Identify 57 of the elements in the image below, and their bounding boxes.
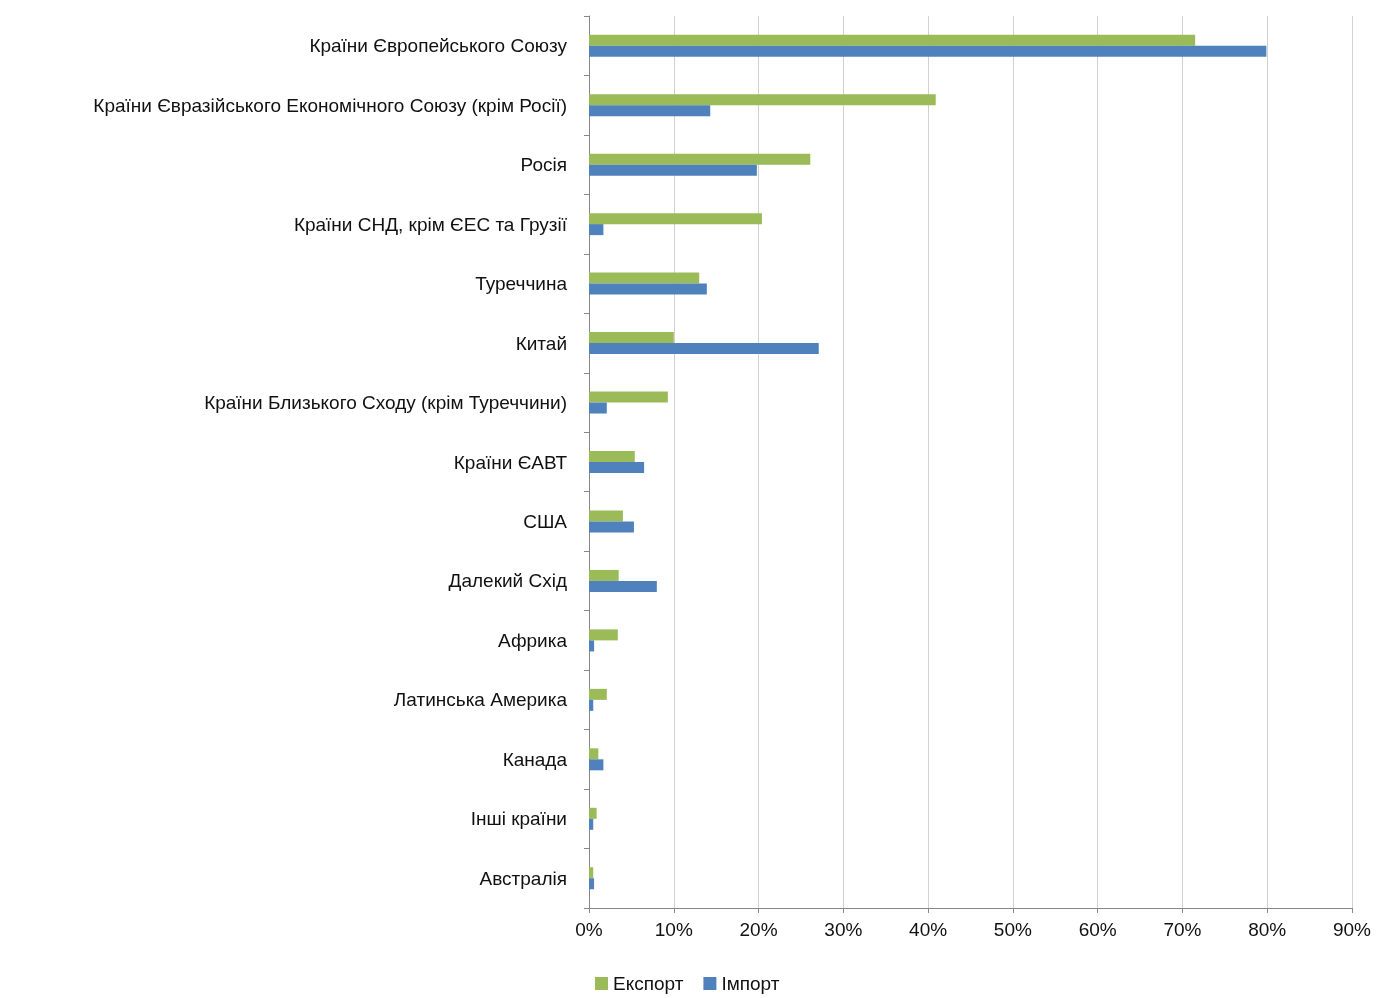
y-tick-label: Далекий Схід (448, 570, 567, 592)
y-tick-label: Латинська Америка (393, 689, 568, 711)
x-tick-label: 70% (1163, 919, 1202, 940)
x-tick-label: 30% (824, 919, 863, 940)
bar (589, 629, 618, 641)
bar (589, 451, 635, 462)
y-tick-label: Африка (498, 629, 568, 651)
x-tick-label: 60% (1078, 919, 1117, 940)
y-tick-label: Канада (502, 748, 568, 770)
bar (589, 224, 604, 236)
bar (589, 402, 607, 414)
bar (589, 878, 595, 890)
y-tick-label: Країни Європейського Союзу (309, 35, 568, 57)
bar (589, 343, 819, 355)
bar (589, 272, 700, 284)
x-tick-label: 50% (993, 919, 1033, 940)
legend-label: Експорт (613, 973, 684, 994)
bar (589, 580, 657, 592)
bar (589, 699, 594, 711)
bar (589, 34, 1196, 46)
x-tick-label: 20% (739, 919, 778, 940)
bar (589, 818, 594, 830)
bar (589, 94, 936, 106)
bar (589, 213, 762, 225)
y-tick-label: Китай (515, 332, 567, 354)
legend-label: Імпорт (721, 973, 780, 994)
bar (589, 867, 594, 879)
y-tick-label: Країни СНД, крім ЄЕС та Грузії (293, 213, 568, 235)
bar (589, 640, 595, 652)
x-tick-label: 0% (575, 919, 603, 940)
bar (589, 164, 757, 176)
bar (589, 153, 811, 165)
x-tick-label: 40% (909, 919, 948, 940)
y-tick-label: Австралія (479, 867, 567, 889)
y-tick-label: Країни ЄАВТ (453, 451, 568, 473)
bar (589, 807, 597, 819)
y-tick-label: Країни Євразійського Економічного Союзу (крім Росії) (93, 94, 567, 116)
bar (589, 569, 619, 581)
bar (589, 748, 599, 760)
y-tick-label: Інші країни (470, 808, 567, 830)
y-tick-label: США (523, 510, 568, 532)
bar (589, 283, 707, 295)
x-tick-label: 90% (1332, 919, 1372, 940)
bar (589, 332, 674, 344)
bar (589, 688, 607, 700)
x-tick-label: 10% (654, 919, 693, 940)
bar (589, 510, 623, 522)
y-tick-label: Туреччина (475, 273, 568, 295)
bar (589, 45, 1267, 57)
bar (589, 462, 645, 473)
bar (589, 105, 711, 117)
bar (589, 521, 634, 533)
y-tick-label: Росія (520, 154, 567, 176)
y-tick-label: Країни Близького Сходу (крім Туреччини) (204, 392, 567, 414)
x-tick-label: 80% (1248, 919, 1287, 940)
bar (589, 759, 604, 771)
bar (589, 391, 668, 403)
